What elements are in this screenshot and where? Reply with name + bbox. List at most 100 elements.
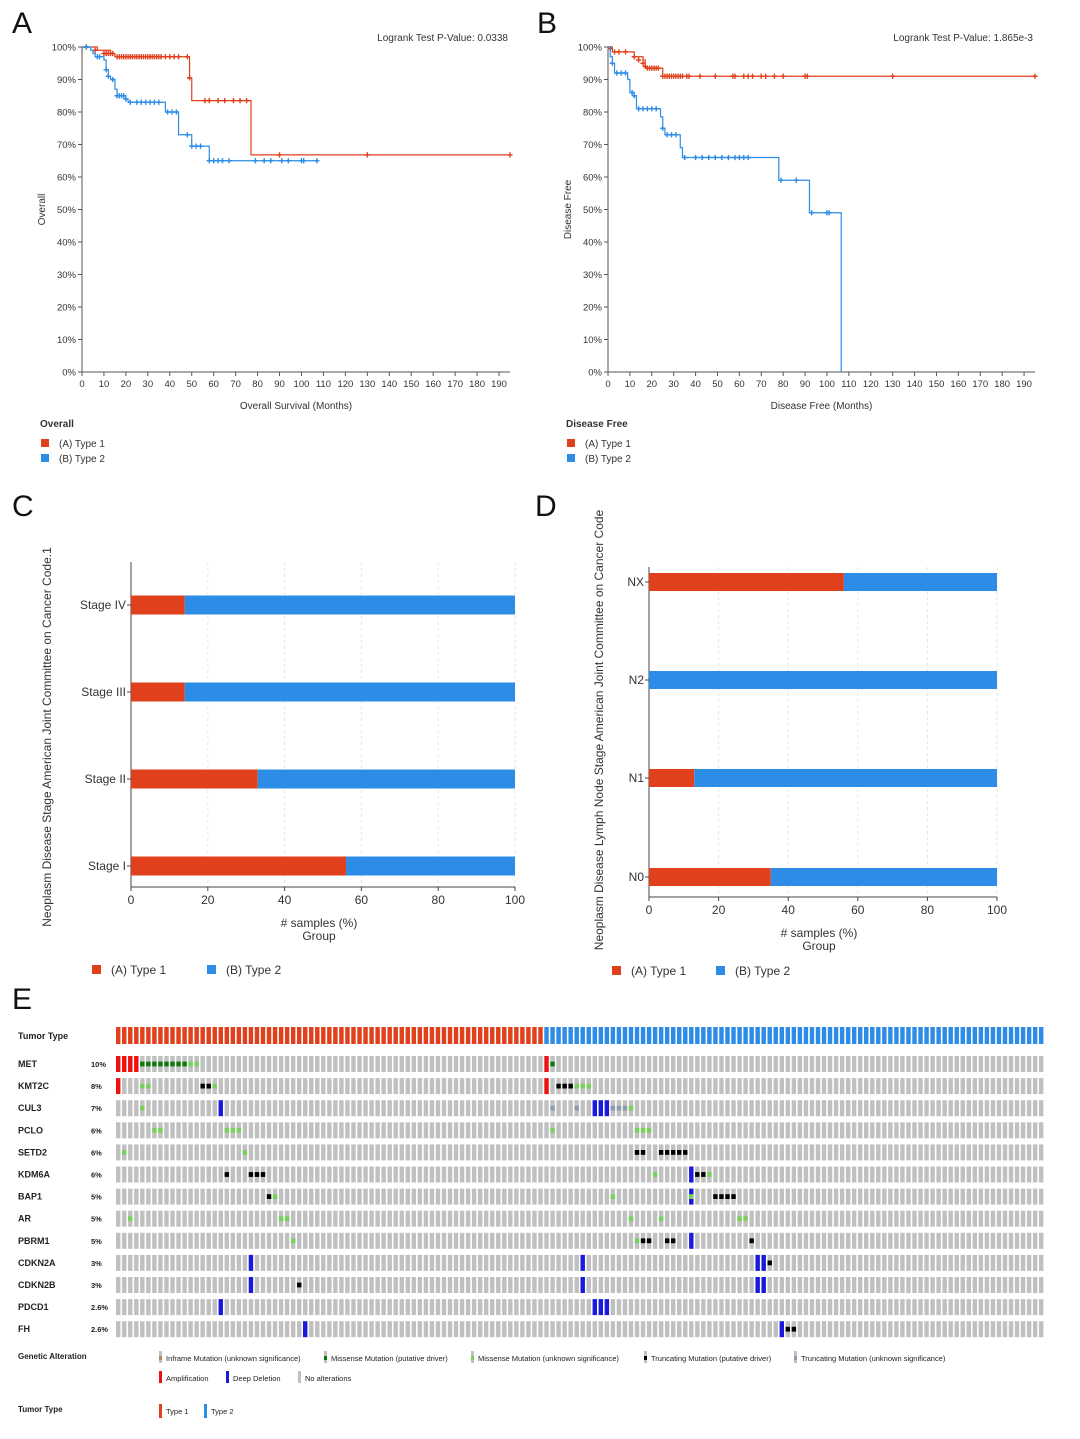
tumor-type-cell bbox=[857, 1027, 863, 1044]
y-tick-label: 20% bbox=[583, 303, 603, 314]
onco-cell bbox=[652, 1232, 658, 1249]
onco-cell bbox=[284, 1166, 290, 1183]
tumor-type-cell bbox=[924, 1027, 929, 1044]
onco-cell bbox=[701, 1122, 706, 1139]
onco-cell bbox=[266, 1321, 272, 1338]
gene-label: KDM6A bbox=[18, 1170, 51, 1180]
gene-label: KMT2C bbox=[18, 1081, 49, 1091]
censor-mark bbox=[636, 57, 642, 63]
onco-cell bbox=[128, 1321, 133, 1338]
onco-cell bbox=[960, 1100, 965, 1117]
onco-cell bbox=[429, 1188, 435, 1205]
onco-cell bbox=[839, 1166, 845, 1183]
mutation-mark bbox=[646, 1238, 652, 1244]
onco-cell bbox=[303, 1277, 308, 1293]
onco-cell bbox=[713, 1166, 718, 1183]
onco-cell bbox=[170, 1188, 175, 1205]
onco-cell bbox=[532, 1254, 537, 1271]
onco-cell bbox=[749, 1254, 754, 1271]
onco-cell bbox=[670, 1277, 676, 1293]
onco-cell bbox=[508, 1232, 513, 1249]
onco-cell bbox=[1020, 1144, 1026, 1161]
mutation-mark bbox=[260, 1172, 266, 1177]
y-tick-label: 30% bbox=[583, 270, 603, 281]
onco-cell bbox=[134, 1100, 139, 1117]
onco-cell bbox=[556, 1210, 561, 1227]
onco-cell bbox=[182, 1254, 187, 1271]
onco-cell bbox=[1002, 1321, 1008, 1338]
onco-cell bbox=[827, 1166, 833, 1183]
onco-cell bbox=[405, 1321, 410, 1338]
onco-cell bbox=[882, 1299, 887, 1316]
panel-letter-b: B bbox=[537, 7, 557, 40]
onco-cell bbox=[725, 1166, 730, 1183]
tumor-type-cell bbox=[483, 1027, 489, 1044]
x-tick-label: 80 bbox=[921, 903, 935, 917]
onco-cell bbox=[815, 1166, 821, 1183]
gene-pct: 2.6% bbox=[91, 1325, 108, 1334]
onco-cell bbox=[616, 1232, 622, 1249]
tumor-type-cell bbox=[254, 1027, 260, 1044]
onco-cell bbox=[743, 1100, 748, 1117]
onco-cell bbox=[502, 1232, 507, 1249]
onco-cell bbox=[296, 1100, 302, 1117]
mutation-mark bbox=[640, 1150, 646, 1155]
onco-cell bbox=[851, 1210, 857, 1227]
onco-cell bbox=[212, 1210, 217, 1227]
onco-cell bbox=[327, 1056, 332, 1072]
onco-cell bbox=[447, 1188, 453, 1205]
onco-cell bbox=[646, 1210, 652, 1227]
onco-cell bbox=[574, 1277, 579, 1293]
onco-cell bbox=[779, 1277, 785, 1293]
mutation-mark bbox=[791, 1326, 797, 1332]
onco-cell bbox=[978, 1078, 984, 1095]
onco-cell bbox=[339, 1056, 344, 1072]
onco-cell bbox=[170, 1144, 175, 1161]
onco-cell bbox=[526, 1299, 531, 1316]
onco-cell bbox=[556, 1166, 561, 1183]
gene-label: CDKN2B bbox=[18, 1280, 56, 1290]
onco-cell bbox=[188, 1100, 193, 1117]
onco-cell bbox=[779, 1144, 785, 1161]
onco-cell bbox=[652, 1122, 658, 1139]
onco-cell bbox=[918, 1210, 923, 1227]
mutation-mark bbox=[646, 1127, 652, 1133]
onco-cell bbox=[888, 1232, 893, 1249]
onco-cell bbox=[351, 1299, 356, 1316]
onco-cell bbox=[194, 1166, 199, 1183]
onco-cell bbox=[894, 1254, 899, 1271]
onco-cell bbox=[321, 1078, 326, 1095]
onco-cell bbox=[134, 1254, 139, 1271]
onco-cell bbox=[930, 1232, 935, 1249]
onco-cell bbox=[827, 1056, 833, 1072]
x-tick-label: 20 bbox=[201, 893, 215, 907]
onco-cell bbox=[580, 1122, 585, 1139]
onco-cell bbox=[1020, 1188, 1026, 1205]
onco-cell bbox=[719, 1232, 724, 1249]
onco-cell bbox=[345, 1166, 350, 1183]
onco-cell bbox=[230, 1078, 236, 1095]
x-tick-label: 50 bbox=[186, 379, 197, 390]
onco-cell bbox=[719, 1166, 724, 1183]
onco-cell bbox=[158, 1078, 163, 1095]
onco-cell bbox=[278, 1144, 284, 1161]
onco-cell bbox=[363, 1299, 368, 1316]
onco-cell bbox=[272, 1232, 278, 1249]
onco-cell bbox=[1026, 1299, 1032, 1316]
onco-cell bbox=[520, 1277, 525, 1293]
onco-cell bbox=[664, 1254, 670, 1271]
onco-cell bbox=[870, 1254, 875, 1271]
onco-cell bbox=[628, 1232, 634, 1249]
onco-cell bbox=[568, 1321, 573, 1338]
tumor-type-cell bbox=[459, 1027, 465, 1044]
onco-cell bbox=[538, 1056, 543, 1072]
tumor-type-cell bbox=[942, 1027, 947, 1044]
onco-cell bbox=[381, 1078, 386, 1095]
onco-cell bbox=[134, 1144, 139, 1161]
mutation-mark bbox=[188, 1061, 193, 1067]
onco-cell bbox=[574, 1144, 579, 1161]
onco-cell bbox=[477, 1299, 483, 1316]
onco-cell bbox=[134, 1232, 139, 1249]
mutation-mark bbox=[701, 1172, 706, 1177]
